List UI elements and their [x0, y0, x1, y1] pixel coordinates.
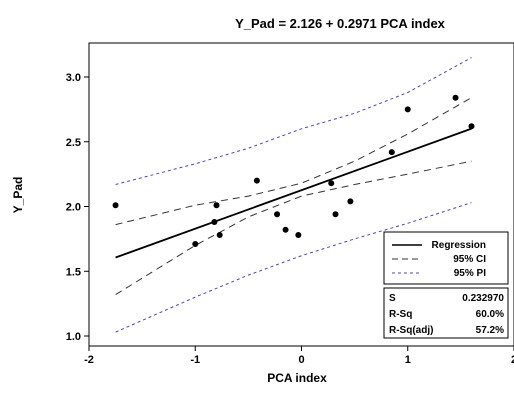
data-point: [274, 211, 281, 218]
legend: Regression 95% CI 95% PI: [383, 231, 509, 285]
data-point: [282, 226, 289, 233]
stats-box-frame: [383, 287, 509, 339]
stat-rsq-label: R-Sq: [389, 309, 412, 320]
regression-line-group: [115, 127, 472, 259]
data-point: [192, 241, 199, 248]
stat-rsqadj-value: 57.2%: [476, 325, 504, 336]
pi-lower-line: [115, 202, 472, 333]
y-tick-label: 2.0: [66, 202, 81, 214]
data-point: [253, 177, 260, 184]
y-tick-label: 2.5: [66, 137, 81, 149]
data-point: [332, 211, 339, 218]
regression-line: [115, 127, 472, 259]
x-tick-label: 2: [511, 354, 514, 366]
data-point: [211, 219, 218, 226]
interval-bands: [115, 57, 472, 333]
legend-regression-label: Regression: [432, 240, 486, 251]
data-point: [328, 180, 335, 187]
legend-pi-label: 95% PI: [454, 268, 486, 279]
legend-ci-label: 95% CI: [453, 254, 486, 265]
stat-s-label: S: [389, 293, 396, 304]
stat-rsqadj-label: R-Sq(adj): [389, 325, 433, 336]
y-axis-label: Y_Pad: [11, 177, 25, 214]
data-point: [404, 106, 411, 113]
data-point: [112, 202, 119, 209]
y-axis: 1.0 1.5 2.0 2.5 3.0: [66, 72, 89, 343]
x-tick-label: 0: [298, 354, 304, 366]
y-tick-label: 1.0: [66, 331, 81, 343]
stats-box: S 0.232970 R-Sq 60.0% R-Sq(adj) 57.2%: [383, 287, 509, 339]
stat-rsq-value: 60.0%: [476, 309, 504, 320]
data-point: [347, 198, 354, 205]
y-tick-label: 1.5: [66, 266, 81, 278]
ci-upper-line: [115, 97, 472, 226]
data-point: [213, 202, 220, 209]
data-point: [388, 149, 395, 156]
ci-lower-line: [115, 160, 472, 296]
pi-upper-line: [115, 57, 472, 185]
x-axis: -2 -1 0 1 2: [84, 346, 514, 366]
chart-title: Y_Pad = 2.126 + 0.2971 PCA index: [235, 16, 446, 31]
data-point: [452, 94, 459, 101]
x-tick-label: -1: [190, 354, 200, 366]
y-tick-label: 3.0: [66, 72, 81, 84]
legend-box: [383, 231, 509, 285]
x-tick-label: -2: [84, 354, 94, 366]
data-point: [295, 231, 302, 238]
data-point: [468, 123, 475, 130]
data-point: [216, 231, 223, 238]
x-axis-label: PCA index: [267, 371, 327, 385]
stat-s-value: 0.232970: [462, 293, 504, 304]
x-tick-label: 1: [405, 354, 411, 366]
data-points: [112, 94, 475, 248]
